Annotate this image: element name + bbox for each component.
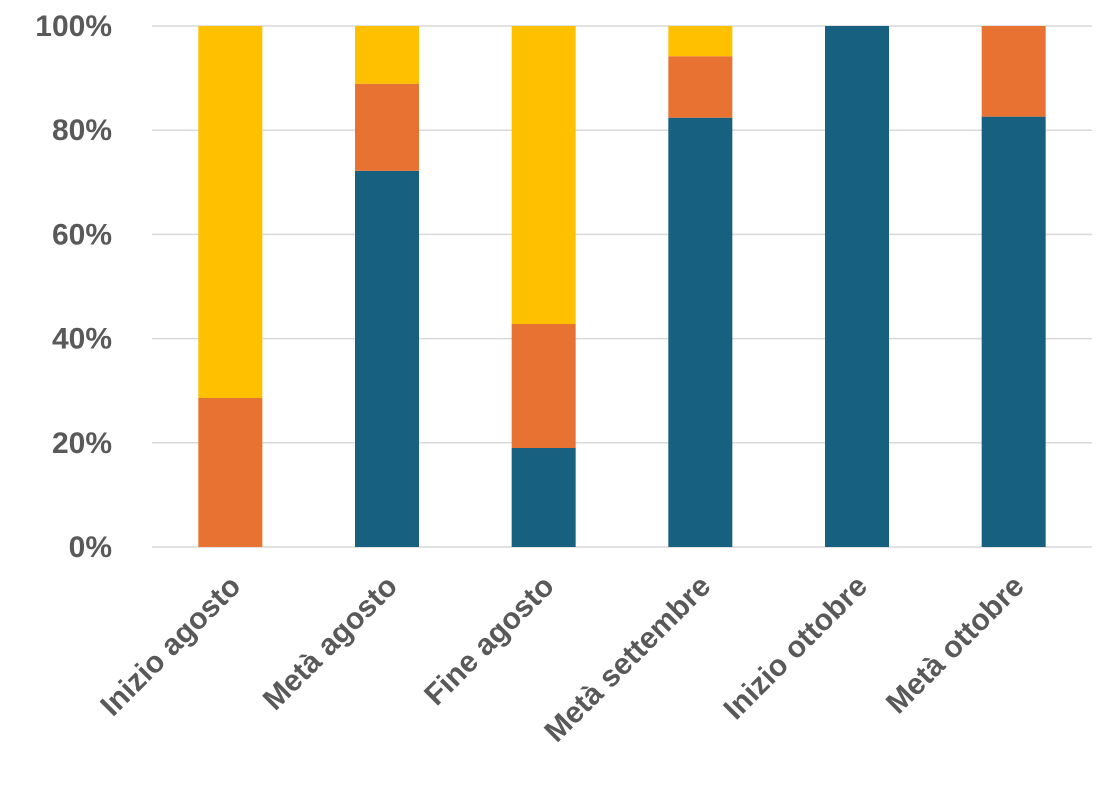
bar-segment xyxy=(981,26,1046,117)
y-tick-label: 100% xyxy=(35,10,112,43)
bar-segment xyxy=(511,26,576,325)
bar-segment xyxy=(355,83,419,171)
bar-segment xyxy=(198,26,263,398)
bar-segment xyxy=(825,26,889,547)
y-tick-label: 0% xyxy=(69,531,112,564)
bar-segment xyxy=(668,117,733,548)
x-category-label: Fine agosto xyxy=(418,570,560,712)
x-axis-category-labels: Inizio agosto Metà agosto Fine agostoMetà … xyxy=(94,570,1030,749)
bar-segment xyxy=(198,397,263,547)
x-category-label: Inizio agosto xyxy=(94,570,247,723)
x-category-label: Inizio ottobre xyxy=(717,570,873,726)
bar-segment xyxy=(668,26,733,57)
gridlines xyxy=(152,25,1092,548)
x-category-label: Metà ottobre xyxy=(880,570,1031,721)
bar-segment xyxy=(511,324,576,449)
bar-segment xyxy=(355,170,419,547)
y-tick-label: 80% xyxy=(52,114,112,147)
y-axis-tick-labels: 0% 20% 40% 60% 80% 100% xyxy=(35,10,112,564)
y-tick-label: 20% xyxy=(52,427,112,460)
y-tick-label: 40% xyxy=(52,323,112,356)
x-category-label: Metà agosto xyxy=(257,570,404,717)
bar-segment xyxy=(668,56,733,118)
bar-segment xyxy=(355,26,419,84)
bar-segment xyxy=(511,448,576,547)
y-tick-label: 60% xyxy=(52,218,112,251)
bar-segment xyxy=(981,116,1046,548)
bars xyxy=(198,26,1046,548)
x-category-label: Metà settembre xyxy=(538,570,717,749)
